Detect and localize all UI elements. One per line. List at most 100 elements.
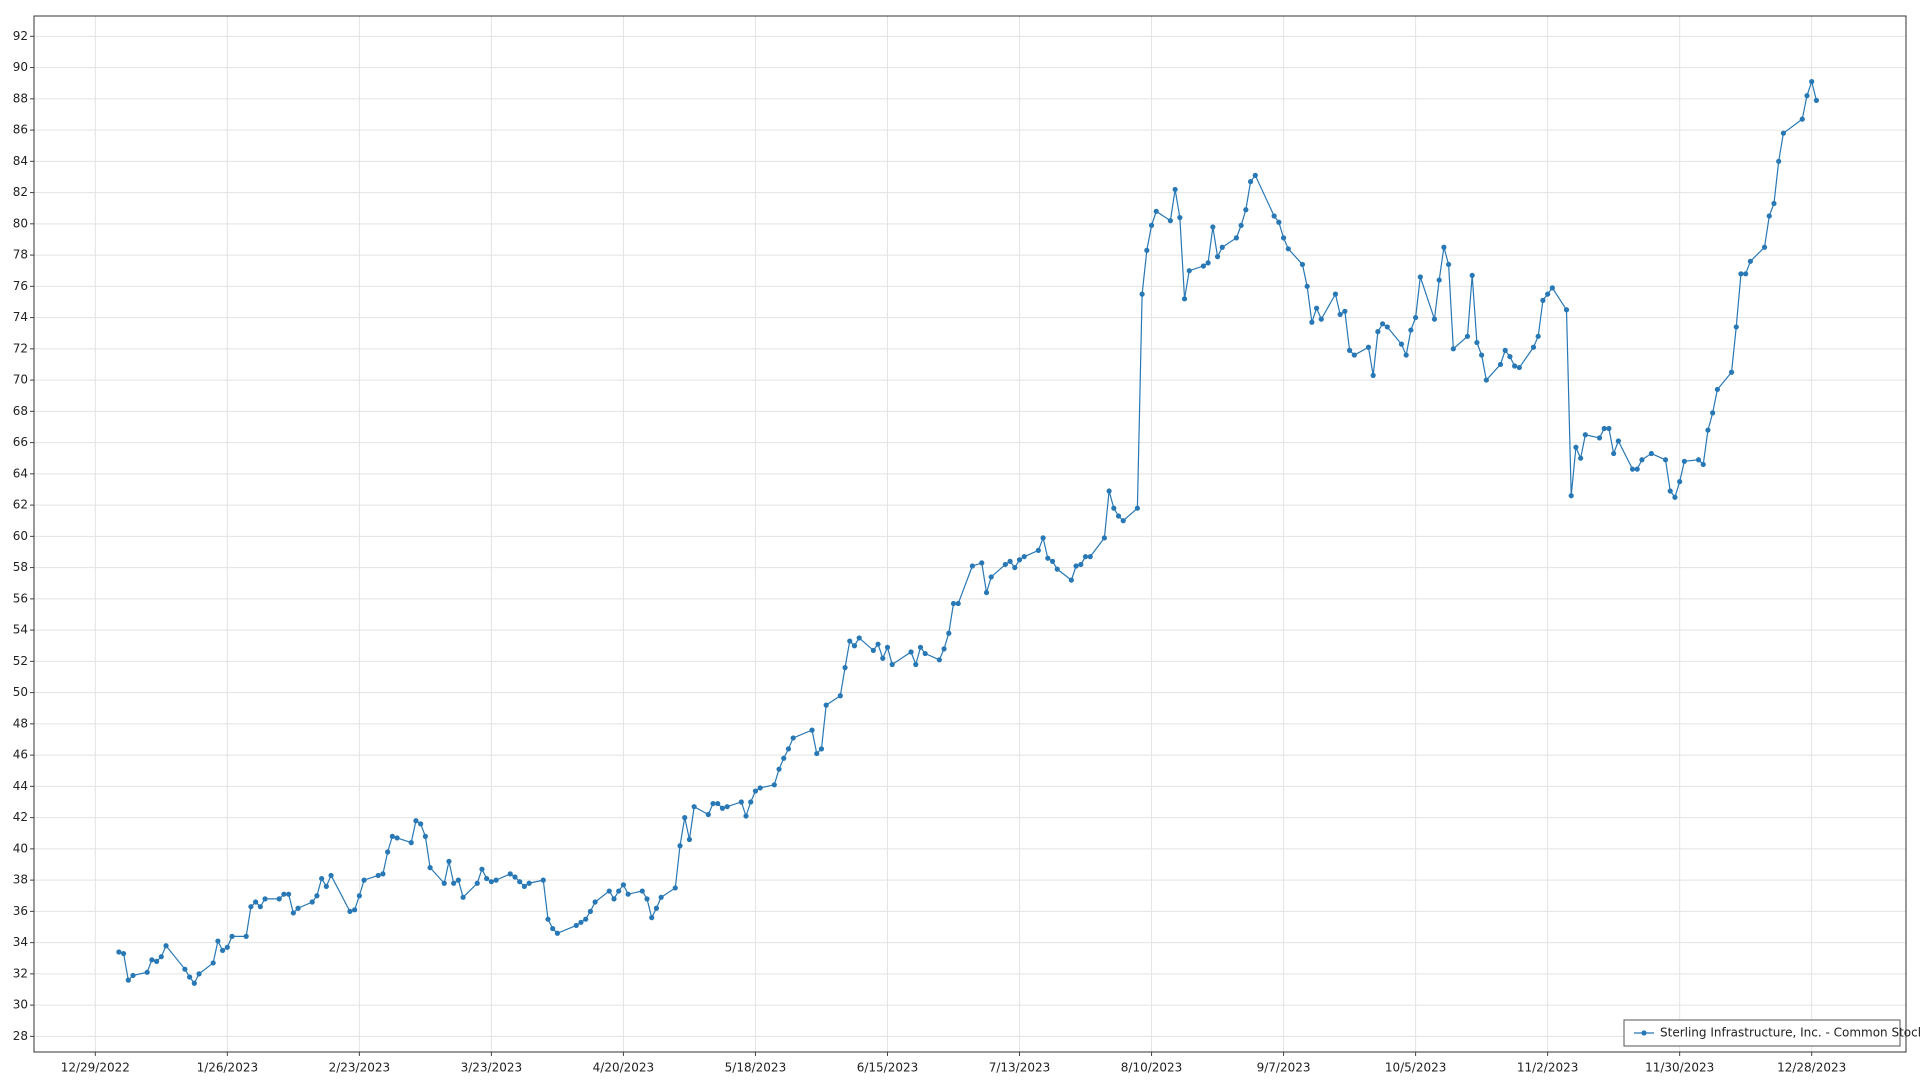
point bbox=[380, 871, 386, 877]
point bbox=[1743, 271, 1749, 277]
point bbox=[323, 883, 329, 889]
point bbox=[724, 804, 730, 810]
point bbox=[1549, 285, 1555, 291]
point bbox=[153, 958, 160, 964]
point bbox=[550, 925, 556, 932]
point bbox=[1398, 341, 1405, 347]
point bbox=[408, 840, 414, 846]
point bbox=[1446, 261, 1452, 268]
point bbox=[286, 891, 292, 897]
point bbox=[917, 644, 924, 650]
y-tick-label: 34 bbox=[13, 935, 28, 949]
point bbox=[578, 919, 584, 925]
y-tick-label: 46 bbox=[13, 748, 28, 762]
point bbox=[1271, 213, 1277, 219]
point bbox=[955, 600, 961, 607]
y-tick-label: 68 bbox=[13, 404, 28, 418]
point bbox=[823, 702, 829, 708]
legend: Sterling Infrastructure, Inc. - Common S… bbox=[1623, 1019, 1920, 1047]
point bbox=[1247, 179, 1254, 185]
point bbox=[922, 650, 928, 657]
y-tick-label: 74 bbox=[13, 310, 28, 324]
y-tick-label: 78 bbox=[13, 248, 28, 262]
line bbox=[118, 79, 1817, 985]
point bbox=[870, 647, 876, 654]
point bbox=[314, 893, 320, 899]
point bbox=[1153, 208, 1159, 214]
point bbox=[1332, 291, 1339, 297]
x-tick-label: 4/20/2023 bbox=[593, 1061, 655, 1075]
point bbox=[875, 641, 881, 647]
point bbox=[1012, 564, 1018, 571]
point bbox=[748, 799, 754, 805]
x-tick-label: 3/23/2023 bbox=[461, 1061, 523, 1075]
point bbox=[1738, 271, 1744, 277]
y-tick-label: 30 bbox=[13, 998, 28, 1012]
point bbox=[1507, 354, 1513, 360]
point bbox=[776, 766, 782, 772]
point bbox=[842, 665, 848, 671]
point bbox=[691, 804, 697, 810]
y-tick-label: 38 bbox=[13, 873, 28, 887]
point bbox=[1276, 219, 1282, 225]
point bbox=[1115, 513, 1122, 519]
point bbox=[884, 644, 891, 650]
point bbox=[969, 563, 975, 569]
point bbox=[1054, 566, 1060, 572]
x-tick-label: 11/30/2023 bbox=[1645, 1061, 1714, 1075]
point bbox=[1087, 554, 1093, 560]
point bbox=[1615, 438, 1621, 444]
point bbox=[649, 915, 655, 921]
point bbox=[1365, 344, 1372, 350]
point bbox=[1408, 327, 1414, 333]
point bbox=[257, 904, 263, 910]
point bbox=[451, 880, 457, 886]
y-tick-label: 86 bbox=[13, 123, 28, 137]
point bbox=[1181, 296, 1188, 302]
y-tick-label: 28 bbox=[13, 1029, 28, 1043]
point bbox=[163, 943, 169, 949]
point bbox=[512, 874, 518, 880]
point bbox=[130, 972, 136, 979]
point bbox=[1134, 505, 1140, 511]
point bbox=[1705, 427, 1711, 433]
point bbox=[375, 872, 381, 879]
point bbox=[1309, 319, 1315, 325]
point bbox=[361, 877, 367, 883]
point bbox=[913, 661, 919, 668]
point bbox=[809, 727, 815, 733]
point bbox=[1780, 130, 1787, 136]
x-tick-label: 12/29/2022 bbox=[61, 1061, 130, 1075]
point bbox=[1205, 260, 1211, 266]
point bbox=[446, 858, 452, 864]
x-tick-label: 5/18/2023 bbox=[725, 1061, 787, 1075]
point bbox=[1582, 432, 1588, 438]
point bbox=[1370, 372, 1376, 378]
point bbox=[1497, 361, 1504, 368]
point bbox=[356, 893, 362, 899]
x-tick-label: 2/23/2023 bbox=[329, 1061, 391, 1075]
point bbox=[1214, 254, 1221, 260]
point bbox=[540, 877, 546, 883]
point bbox=[988, 574, 994, 580]
point bbox=[1073, 563, 1079, 569]
point bbox=[309, 899, 315, 905]
point bbox=[653, 905, 660, 911]
x-tick-label: 10/5/2023 bbox=[1385, 1061, 1447, 1075]
point bbox=[389, 833, 395, 839]
point bbox=[1535, 333, 1541, 339]
point bbox=[1474, 339, 1480, 346]
point bbox=[1733, 324, 1739, 330]
point bbox=[1167, 218, 1174, 224]
point bbox=[248, 904, 254, 910]
point bbox=[220, 947, 226, 954]
point bbox=[639, 888, 645, 894]
point bbox=[1379, 321, 1386, 327]
point bbox=[1035, 547, 1041, 554]
legend-marker bbox=[1641, 1030, 1647, 1036]
point bbox=[1710, 410, 1716, 416]
point bbox=[1464, 333, 1471, 339]
point bbox=[1384, 324, 1390, 330]
point bbox=[1285, 246, 1291, 252]
